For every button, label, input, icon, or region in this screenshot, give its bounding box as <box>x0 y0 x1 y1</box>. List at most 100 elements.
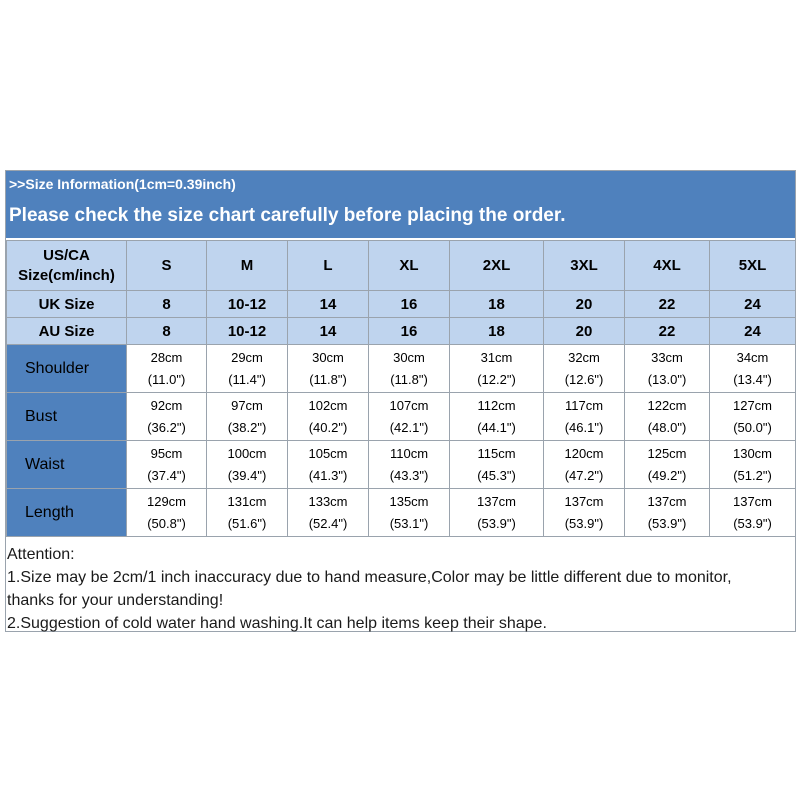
measurement-inch: (50.0") <box>733 419 772 435</box>
measurement-cell: 127cm (50.0") <box>709 392 796 441</box>
measurement-cell: 107cm (42.1") <box>368 392 450 441</box>
au-size-cell: 16 <box>368 317 450 345</box>
measurement-cm: 112cm <box>477 397 516 413</box>
uk-size-cell: 14 <box>287 290 369 318</box>
measurement-cm: 28cm <box>150 349 183 365</box>
measurement-cell: 34cm (13.4") <box>709 344 796 393</box>
size-unit-label: Size(cm/inch) <box>18 266 115 284</box>
size-chart: >>Size Information(1cm=0.39inch) Please … <box>5 170 796 632</box>
measurement-cm: 31cm <box>480 349 513 365</box>
uk-size-cell: 24 <box>709 290 796 318</box>
measurement-cell: 137cm (53.9") <box>543 488 625 537</box>
measurement-inch: (52.4") <box>308 515 348 531</box>
measurement-cm: 30cm <box>393 349 425 365</box>
measurement-inch: (47.2") <box>564 467 604 483</box>
au-size-cell: 8 <box>126 317 207 345</box>
measurement-cell: 133cm (52.4") <box>287 488 369 537</box>
measurement-cm: 32cm <box>568 349 600 365</box>
measurement-inch: (53.9") <box>564 515 604 531</box>
measurement-inch: (11.0") <box>147 371 186 387</box>
size-header-cell: L <box>287 240 369 291</box>
measurement-inch: (43.3") <box>389 467 429 483</box>
us-ca-label: US/CA <box>43 246 90 264</box>
uk-size-cell: 16 <box>368 290 450 318</box>
measurement-cm: 120cm <box>564 445 604 461</box>
measurement-inch: (53.9") <box>733 515 772 531</box>
measurement-cell: 117cm (46.1") <box>543 392 625 441</box>
measurement-inch: (12.6") <box>564 371 604 387</box>
au-size-row: AU Size 8 10-12 14 16 18 20 22 24 <box>6 317 796 345</box>
au-size-cell: 10-12 <box>206 317 288 345</box>
measurement-inch: (13.0") <box>647 371 687 387</box>
size-info-subtitle: >>Size Information(1cm=0.39inch) <box>9 176 236 192</box>
uk-size-cell: 8 <box>126 290 207 318</box>
measurement-inch: (50.8") <box>147 515 186 531</box>
uk-size-cell: 22 <box>624 290 710 318</box>
size-info-banner: >>Size Information(1cm=0.39inch) Please … <box>6 171 795 238</box>
au-size-cell: 20 <box>543 317 625 345</box>
measurement-inch: (48.0") <box>647 419 687 435</box>
size-header-cell: 4XL <box>624 240 710 291</box>
size-table: US/CA Size(cm/inch) S M L XL 2XL 3XL 4XL 5XL UK… <box>6 240 796 537</box>
measurement-cell: 122cm (48.0") <box>624 392 710 441</box>
measurement-inch: (38.2") <box>227 419 267 435</box>
measurement-cm: 133cm <box>308 493 348 509</box>
measurement-inch: (49.2") <box>647 467 687 483</box>
measurement-inch: (53.1") <box>389 515 429 531</box>
measurement-cell: 130cm (51.2") <box>709 440 796 489</box>
measurement-cell: 120cm (47.2") <box>543 440 625 489</box>
uk-size-label: UK Size <box>6 290 127 318</box>
attention-title: Attention: <box>7 546 75 563</box>
attention-note-1: 1.Size may be 2cm/1 inch inaccuracy due … <box>7 569 732 586</box>
measurement-cell: 29cm (11.4") <box>206 344 288 393</box>
measurement-inch: (51.6") <box>227 515 267 531</box>
measurement-inch: (39.4") <box>227 467 267 483</box>
measurement-cm: 137cm <box>732 493 773 509</box>
measurement-cell: 115cm (45.3") <box>449 440 544 489</box>
measurement-cell: 137cm (53.9") <box>624 488 710 537</box>
uk-size-cell: 18 <box>449 290 544 318</box>
size-table-body: US/CA Size(cm/inch) S M L XL 2XL 3XL 4XL 5XL UK… <box>6 240 796 537</box>
size-header-cell: 3XL <box>543 240 625 291</box>
measurement-cm: 100cm <box>227 445 267 461</box>
measurement-inch: (11.4") <box>228 371 266 387</box>
measurement-inch: (12.2") <box>477 371 516 387</box>
measurement-cm: 117cm <box>564 397 604 413</box>
measurement-cm: 30cm <box>312 349 344 365</box>
measurement-inch: (53.9") <box>477 515 516 531</box>
measurement-cell: 102cm (40.2") <box>287 392 369 441</box>
measurement-row: Waist 95cm (37.4") 100cm (39.4") 105cm (41.3")… <box>6 440 796 489</box>
measurement-inch: (41.3") <box>308 467 348 483</box>
attention-note-1-cont: thanks for your understanding! <box>7 592 224 609</box>
measurement-inch: (46.1") <box>564 419 604 435</box>
measurement-inch: (45.3") <box>477 467 516 483</box>
measurement-row: Length 129cm (50.8") 131cm (51.6") 133cm (52.4… <box>6 488 796 537</box>
measurement-cm: 110cm <box>389 445 429 461</box>
size-header-cell: 5XL <box>709 240 796 291</box>
measurement-inch: (36.2") <box>147 419 186 435</box>
size-header-cell: M <box>206 240 288 291</box>
size-info-headline: Please check the size chart carefully be… <box>9 205 566 226</box>
uk-size-cell: 10-12 <box>206 290 288 318</box>
measurement-inch: (11.8") <box>309 371 347 387</box>
attention-note-2: 2.Suggestion of cold water hand washing.… <box>7 615 547 632</box>
measurement-inch: (51.2") <box>733 467 772 483</box>
measurement-cm: 105cm <box>308 445 348 461</box>
measurement-cm: 34cm <box>736 349 769 365</box>
measurement-cell: 137cm (53.9") <box>449 488 544 537</box>
measurement-cell: 131cm (51.6") <box>206 488 288 537</box>
measurement-row: Bust 92cm (36.2") 97cm (38.2") 102cm (40.2") 10… <box>6 392 796 441</box>
measurement-cm: 125cm <box>647 445 687 461</box>
au-size-cell: 14 <box>287 317 369 345</box>
measurement-cm: 137cm <box>564 493 604 509</box>
measurement-row: Shoulder 28cm (11.0") 29cm (11.4") 30cm (11.8"… <box>6 344 796 393</box>
measurement-cm: 131cm <box>227 493 267 509</box>
au-size-cell: 22 <box>624 317 710 345</box>
measurement-cm: 92cm <box>150 397 183 413</box>
uk-size-cell: 20 <box>543 290 625 318</box>
measurement-cm: 107cm <box>389 397 429 413</box>
size-header-cell: XL <box>368 240 450 291</box>
measurement-cell: 129cm (50.8") <box>126 488 207 537</box>
measurement-label: Waist <box>6 440 127 489</box>
measurement-cm: 97cm <box>231 397 263 413</box>
